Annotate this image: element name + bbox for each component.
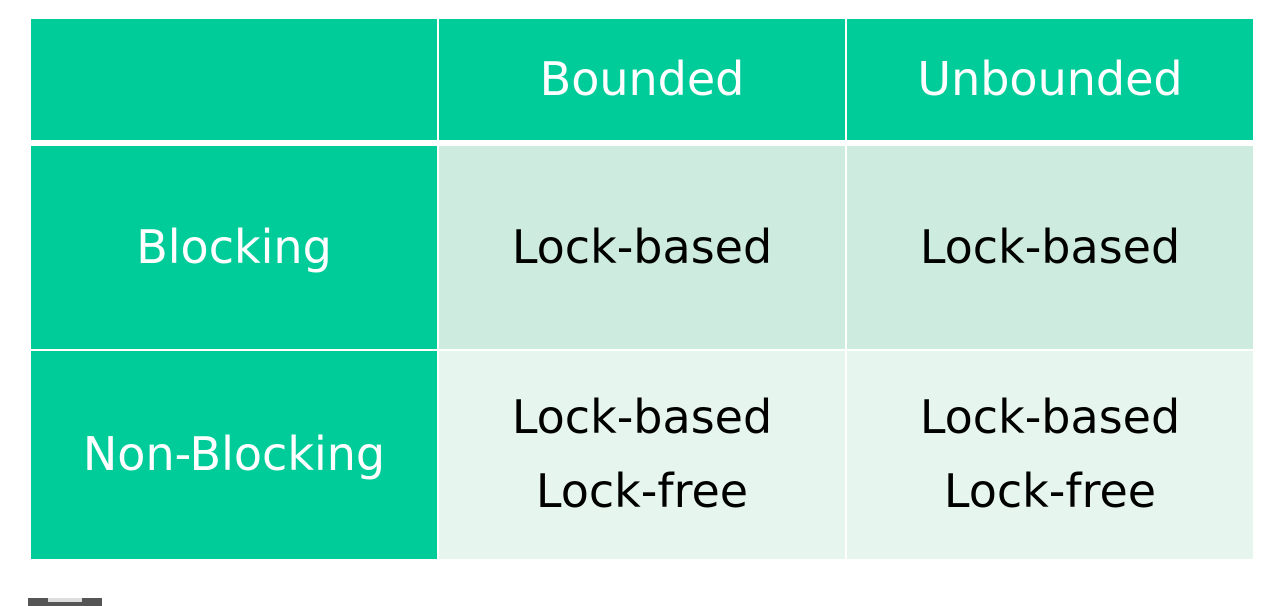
comparison-table: Bounded Unbounded Blocking Lock-based Lo…	[31, 19, 1253, 559]
cell-text-line-1: Lock-based	[511, 390, 773, 445]
cell-blocking-bounded: Lock-based	[439, 140, 845, 349]
cell-non-blocking-unbounded: Lock-based Lock-free	[847, 349, 1253, 559]
cell-non-blocking-bounded: Lock-based Lock-free	[439, 349, 845, 559]
cell-text-line-2: Lock-free	[535, 464, 749, 518]
cell-text-line-1: Lock-based	[919, 390, 1181, 445]
header-corner-cell	[31, 19, 437, 140]
row-header-non-blocking: Non-Blocking	[31, 349, 437, 559]
header-bounded-label: Bounded	[539, 51, 745, 106]
header-bounded-cell: Bounded	[439, 19, 845, 140]
cell-text: Lock-based	[919, 219, 1181, 274]
header-unbounded-label: Unbounded	[917, 51, 1183, 106]
cell-blocking-unbounded: Lock-based	[847, 140, 1253, 349]
cell-text-line-2: Lock-free	[943, 464, 1157, 518]
row-header-blocking: Blocking	[31, 140, 437, 349]
slide-thumbnail-icon	[28, 598, 102, 606]
row-label-non-blocking: Non-Blocking	[82, 427, 386, 482]
row-label-blocking: Blocking	[136, 219, 332, 274]
cell-text: Lock-based	[511, 219, 773, 274]
header-unbounded-cell: Unbounded	[847, 19, 1253, 140]
